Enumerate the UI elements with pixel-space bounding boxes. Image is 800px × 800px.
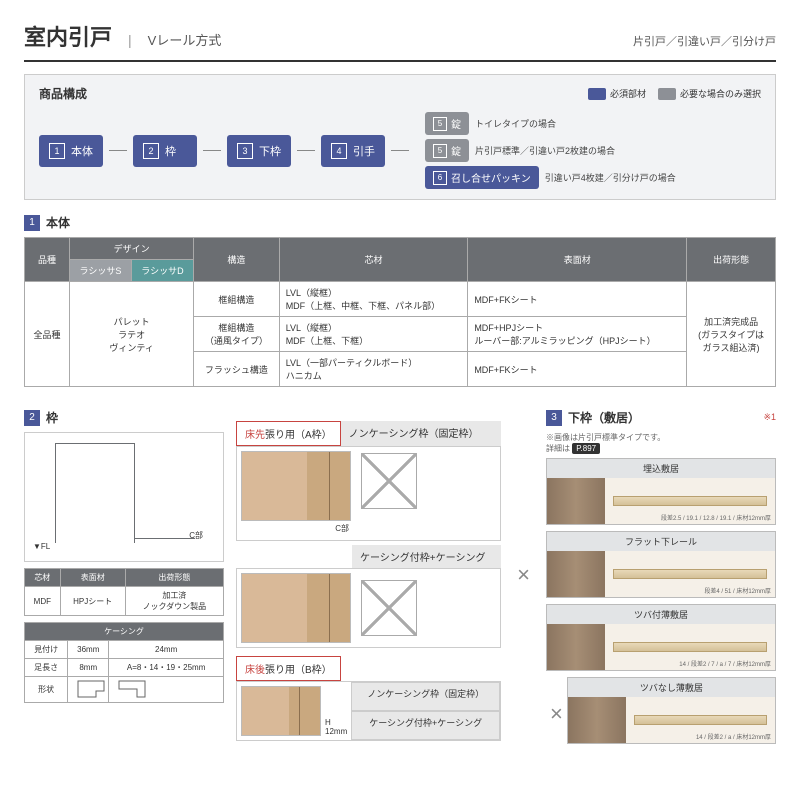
door-photo-a2 [241,573,351,643]
variant-a-box: 床先張り用（A枠） ノンケーシング枠（固定枠） C部 ケーシング付枠+ケーシング [236,421,501,648]
multiply-icon: × [513,562,534,587]
cross-diagram [361,453,417,509]
swatch-required [588,88,606,100]
frame-mini-table-1: 芯材表面材出荷形態 MDFHPJシート加工済 ノックダウン製品 [24,568,224,616]
chip-packing: 6召し合せパッキン [425,166,539,189]
flow-steps: 1本体 2枠 3下枠 4引手 5錠トイレタイプの場合 5錠片引戸標準／引違い戸2… [39,112,761,189]
frame-mini-table-2: ケーシング 見付け36mm24mm 足長さ8mmA=8・14・19・25mm 形… [24,622,224,703]
page-header: 室内引戸 | Vレール方式 片引戸／引違い戸／引分け戸 [24,20,776,62]
step-bottom: 3下枠 [227,135,291,167]
sill-note: ※画像は片引戸標準タイプです。詳細は P.897 [546,432,776,454]
rail-4: ツバなし薄敷居 14 / 段差2 / a / 床材12mm厚 [567,677,776,744]
composition-title: 商品構成 [39,85,87,102]
step-body: 1本体 [39,135,103,167]
chip-lock-1: 5錠 [425,112,469,135]
multiply-icon-2: × [546,701,567,727]
door-photo-b [241,686,321,736]
body-table: 品種 デザイン 構造 芯材 表面材 出荷形態 ラシッサS ラシッサD 全品種 パ… [24,237,776,387]
rail-3: ツバ付薄敷居 14 / 段差2 / 7 / a / 7 / 床材12mm厚 [546,604,776,671]
variant-b-box: 床後張り用（B枠） H12mm ノンケーシング枠（固定枠） ケーシング付枠+ケー… [236,656,501,741]
section-1-head: 1 本体 [24,214,776,231]
rail-1: 埋込敷居 段差2.5 / 19.1 / 12.8 / 19.1 / 床材12mm… [546,458,776,525]
section-3-head: 3 下枠（敷居） ※1 [546,409,776,426]
section-2-head: 2 枠 [24,409,224,426]
rail-2: フラット下レール 段差4 / 51 / 床材12mm厚 [546,531,776,598]
step-handle: 4引手 [321,135,385,167]
swatch-optional [658,88,676,100]
page-subtitle: Vレール方式 [148,30,222,49]
door-photo-a1 [241,451,351,521]
page-title: 室内引戸 [24,20,112,52]
chip-lock-2: 5錠 [425,139,469,162]
frame-drawing: ▼FL C部 [24,432,224,562]
step-frame: 2枠 [133,135,197,167]
door-types: 片引戸／引違い戸／引分け戸 [633,33,776,49]
composition-box: 商品構成 必須部材 必要な場合のみ選択 1本体 2枠 3下枠 4引手 5錠トイレ… [24,74,776,200]
legend: 必須部材 必要な場合のみ選択 [588,87,761,100]
